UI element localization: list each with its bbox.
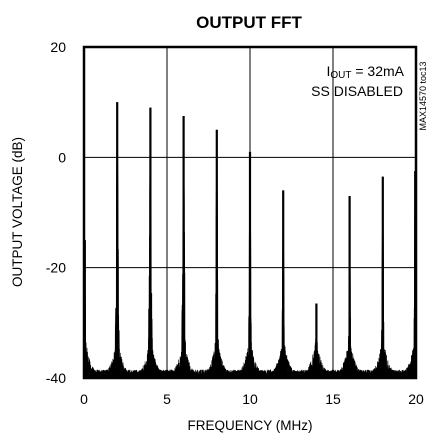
x-tick-label: 5 xyxy=(163,391,171,407)
annotation: IOUT = 32mA SS DISABLED xyxy=(311,63,404,99)
annotation-current: IOUT = 32mA xyxy=(326,63,404,81)
x-tick-label: 20 xyxy=(408,391,424,407)
y-tick-label: 20 xyxy=(50,39,66,55)
figure-code: MAX14570 toc13 xyxy=(418,61,428,130)
y-tick-label: 0 xyxy=(58,149,66,165)
x-tick-label: 10 xyxy=(242,391,258,407)
x-axis-label: FREQUENCY (MHz) xyxy=(187,418,312,433)
x-tick-labels: 0 5 10 15 20 xyxy=(80,391,424,407)
chart-title: OUTPUT FFT xyxy=(196,13,302,32)
y-axis-label: OUTPUT VOLTAGE (dB) xyxy=(10,137,25,287)
y-tick-labels: -40 -20 0 20 xyxy=(46,39,66,386)
y-tick-label: -20 xyxy=(46,260,66,276)
plot-frame xyxy=(82,45,418,380)
x-tick-label: 0 xyxy=(80,391,88,407)
y-tick-label: -40 xyxy=(46,370,66,386)
annotation-mode: SS DISABLED xyxy=(311,83,403,99)
x-tick-label: 15 xyxy=(325,391,341,407)
